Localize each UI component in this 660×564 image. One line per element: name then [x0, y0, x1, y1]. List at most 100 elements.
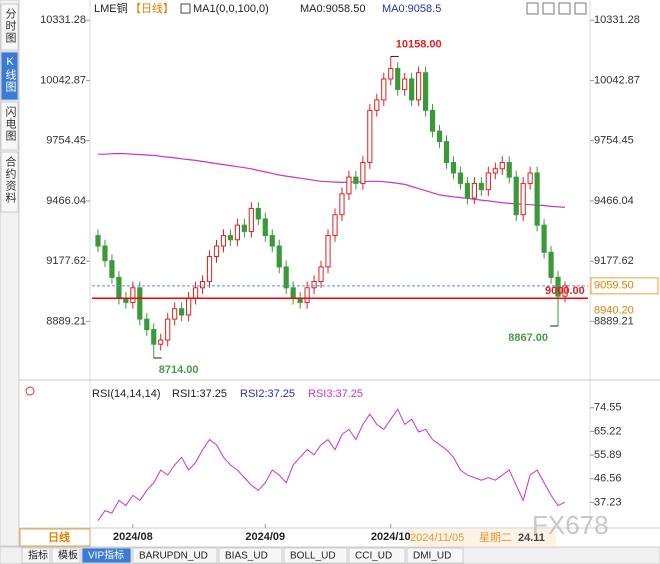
bottom-tab-label[interactable]: 指标: [28, 549, 48, 562]
candle-body: [290, 287, 296, 299]
cursor-date-box: [408, 529, 556, 546]
period-button-label[interactable]: 日线: [48, 530, 70, 544]
candle-body: [346, 176, 352, 195]
last-price-label: 9059.50: [594, 280, 634, 292]
rsi-tick-label: 37.23: [594, 496, 622, 508]
candle-body: [436, 130, 443, 143]
candle-body: [325, 235, 331, 268]
sidebar-tab[interactable]: [0, 151, 19, 213]
bottom-tab-label[interactable]: 模板: [58, 549, 78, 562]
sidebar-tab-label[interactable]: 合约资料: [4, 155, 17, 204]
candle-body: [165, 318, 171, 341]
candle-body: [541, 224, 547, 253]
candle-body: [450, 162, 457, 174]
x-tick-label: 2024/10: [371, 531, 411, 543]
sidebar-tab[interactable]: [0, 3, 19, 51]
candle-body: [116, 276, 122, 299]
x-tick-label: 2024/09: [245, 531, 285, 543]
sidebar-tab[interactable]: [0, 51, 19, 101]
bottom-tab-label[interactable]: VIP指标: [88, 549, 124, 562]
candle-body: [527, 172, 533, 184]
bottom-tab[interactable]: [132, 547, 218, 564]
rsi-legend: RSI2:37.25: [240, 388, 295, 400]
ma-line: [98, 152, 566, 208]
y-tick-label-right: 10042.87: [594, 74, 640, 86]
candle-body: [179, 308, 185, 316]
candle-body: [255, 207, 261, 220]
candle-body: [492, 168, 498, 174]
y-tick-label-left: 9754.45: [46, 135, 86, 147]
bottom-tab[interactable]: [21, 547, 51, 564]
bottom-tab-label[interactable]: BIAS_UD: [225, 551, 268, 562]
candle-body: [520, 182, 526, 216]
y-tick-label-left: 8889.21: [46, 315, 86, 327]
rsi-settings-icon[interactable]: [25, 386, 35, 396]
bottom-tab[interactable]: [218, 547, 283, 564]
x-tick-label: 2024/08: [113, 531, 153, 543]
candle-body: [471, 182, 477, 199]
bottom-tab[interactable]: [348, 547, 406, 564]
chart-header: LME铜 【日线】 MA1(0,0,100,0) MA0:9058.50 MA0…: [94, 1, 441, 15]
candle-body: [199, 281, 206, 289]
bottom-tab-label[interactable]: DMI_UD: [413, 551, 451, 562]
y-tick-label-right: 9754.45: [594, 135, 634, 147]
candle-body: [130, 287, 136, 303]
sidebar-tab-label[interactable]: 闪电图: [4, 105, 17, 142]
candle-body: [513, 176, 519, 216]
candle-body: [213, 245, 220, 257]
candle-body: [220, 235, 227, 247]
bottom-tab[interactable]: [406, 547, 464, 564]
icon-settings[interactable]: [542, 2, 555, 15]
annotation-label: 8714.00: [159, 364, 199, 376]
last-price-box: [590, 277, 659, 295]
candle-body: [186, 297, 192, 316]
indicator-icon[interactable]: [180, 3, 191, 14]
candle-body: [457, 172, 464, 184]
ma-label: MA0:9058.50: [300, 3, 365, 15]
y-tick-label-left: 10331.28: [40, 14, 86, 26]
candle-body: [318, 266, 324, 283]
candle-body: [409, 78, 415, 101]
candle-body: [429, 109, 436, 132]
bottom-tab[interactable]: [81, 547, 132, 564]
candle-body: [381, 78, 387, 101]
candle-body: [248, 207, 254, 232]
y-tick-label-right: 9177.62: [594, 255, 634, 267]
bottom-tab[interactable]: [51, 547, 81, 564]
candle-body: [109, 260, 115, 278]
candle-body: [206, 255, 213, 283]
sidebar-tab-label[interactable]: K线图: [4, 56, 17, 93]
bottom-tab[interactable]: [283, 547, 348, 564]
rsi-tick-label: 74.55: [594, 402, 622, 414]
candle-body: [374, 99, 380, 111]
candle-body: [339, 193, 345, 216]
bottom-tab-label[interactable]: CCI_UD: [355, 551, 392, 562]
candle-body: [534, 172, 540, 226]
icon-close[interactable]: [574, 2, 587, 15]
candle-body: [158, 339, 164, 345]
candle-body: [478, 182, 484, 191]
bottom-tab-label[interactable]: BOLL_UD: [290, 551, 336, 562]
bottom-tab-label[interactable]: BARUPDN_UD: [139, 551, 208, 562]
candle-body: [95, 235, 101, 247]
y-tick-label-right: 10331.28: [594, 14, 640, 26]
candle-body: [269, 235, 275, 247]
candle-body: [423, 72, 429, 111]
period-button[interactable]: [19, 528, 91, 547]
cursor-price-label: 8940.20: [594, 305, 634, 317]
ma-label-2: MA0:9058.5: [382, 3, 441, 15]
toolbar-icons: [526, 2, 587, 15]
y-tick-label-left: 9177.62: [46, 255, 86, 267]
y-tick-label-left: 9466.04: [46, 195, 86, 207]
rsi-tick-label: 55.89: [594, 449, 622, 461]
candle-body: [241, 224, 247, 232]
icon-grid[interactable]: [558, 2, 571, 15]
icon-zoom[interactable]: [526, 2, 539, 15]
candle-body: [416, 72, 422, 101]
candle-body: [506, 162, 512, 178]
sidebar-tab[interactable]: [0, 101, 19, 151]
candle-body: [499, 162, 505, 170]
sidebar-tab-label[interactable]: 分时图: [4, 8, 17, 44]
